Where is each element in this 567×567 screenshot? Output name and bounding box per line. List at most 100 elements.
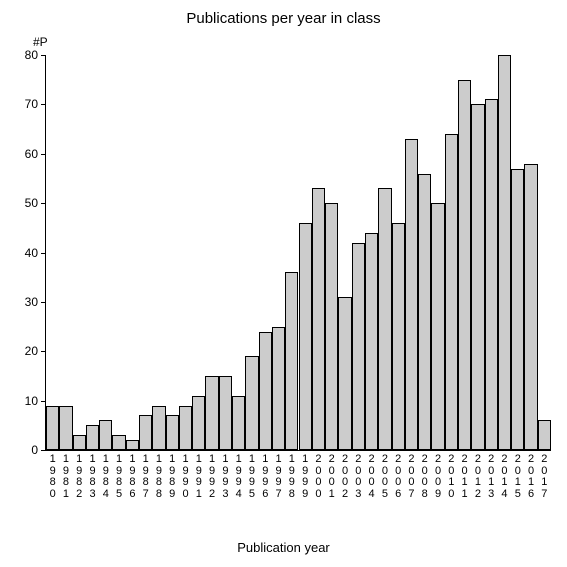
bar — [524, 164, 537, 450]
xtick-label: 1 9 9 5 — [245, 454, 258, 500]
bar — [445, 134, 458, 450]
ytick-label: 0 — [31, 443, 38, 457]
bar — [431, 203, 444, 450]
bar — [338, 297, 351, 450]
xtick-label: 1 9 9 1 — [192, 454, 205, 500]
xtick-label: 2 0 1 2 — [471, 454, 484, 500]
ytick-label: 40 — [25, 246, 38, 260]
ytick-mark — [41, 104, 46, 105]
ytick-mark — [41, 450, 46, 451]
bar — [498, 55, 511, 450]
ytick-mark — [41, 253, 46, 254]
plot-area: 010203040506070801 9 8 01 9 8 11 9 8 21 … — [45, 55, 551, 451]
xtick-label: 1 9 8 2 — [73, 454, 86, 500]
bar — [485, 99, 498, 450]
xtick-label: 2 0 1 3 — [485, 454, 498, 500]
bar — [139, 415, 152, 450]
ytick-label: 20 — [25, 344, 38, 358]
bar — [179, 406, 192, 450]
yaxis-label: #P — [33, 35, 48, 49]
xtick-label: 2 0 0 3 — [352, 454, 365, 500]
xtick-label: 2 0 0 1 — [325, 454, 338, 500]
bar — [46, 406, 59, 450]
bar — [458, 80, 471, 450]
ytick-mark — [41, 351, 46, 352]
bar — [99, 420, 112, 450]
xtick-label: 2 0 1 1 — [458, 454, 471, 500]
bar — [538, 420, 551, 450]
xtick-label: 1 9 8 9 — [166, 454, 179, 500]
xtick-label: 1 9 9 8 — [285, 454, 298, 500]
bars-group — [46, 55, 551, 450]
xtick-label: 2 0 0 0 — [312, 454, 325, 500]
bar — [152, 406, 165, 450]
ytick-label: 80 — [25, 48, 38, 62]
xtick-label: 2 0 1 4 — [498, 454, 511, 500]
xtick-label: 1 9 9 3 — [219, 454, 232, 500]
xtick-label: 2 0 0 4 — [365, 454, 378, 500]
ytick-label: 30 — [25, 295, 38, 309]
xtick-label: 2 0 0 8 — [418, 454, 431, 500]
ytick-mark — [41, 154, 46, 155]
bar — [232, 396, 245, 450]
bar — [378, 188, 391, 450]
xtick-label: 2 0 0 9 — [431, 454, 444, 500]
xtick-label: 1 9 8 5 — [112, 454, 125, 500]
bar — [365, 233, 378, 450]
bar — [86, 425, 99, 450]
bar — [192, 396, 205, 450]
bar — [73, 435, 86, 450]
xtick-label: 1 9 9 2 — [205, 454, 218, 500]
bar — [259, 332, 272, 451]
bar — [285, 272, 298, 450]
xtick-label: 1 9 9 6 — [259, 454, 272, 500]
xtick-label: 1 9 9 4 — [232, 454, 245, 500]
bar — [511, 169, 524, 450]
xaxis-title: Publication year — [0, 540, 567, 555]
bar — [418, 174, 431, 451]
bar — [405, 139, 418, 450]
xtick-label: 1 9 8 4 — [99, 454, 112, 500]
xtick-label: 2 0 1 6 — [524, 454, 537, 500]
xtick-label: 2 0 0 6 — [392, 454, 405, 500]
xtick-label: 2 0 1 7 — [538, 454, 551, 500]
xtick-label: 2 0 0 7 — [405, 454, 418, 500]
xtick-label: 1 9 9 9 — [299, 454, 312, 500]
xtick-label: 1 9 9 0 — [179, 454, 192, 500]
xtick-label: 1 9 8 7 — [139, 454, 152, 500]
xtick-label: 2 0 0 2 — [338, 454, 351, 500]
ytick-label: 10 — [25, 394, 38, 408]
bar — [471, 104, 484, 450]
bar — [312, 188, 325, 450]
bar — [299, 223, 312, 450]
bar — [59, 406, 72, 450]
ytick-mark — [41, 302, 46, 303]
xtick-label: 1 9 8 8 — [152, 454, 165, 500]
ytick-mark — [41, 55, 46, 56]
xtick-label: 2 0 1 0 — [445, 454, 458, 500]
xtick-label: 1 9 9 7 — [272, 454, 285, 500]
bar — [272, 327, 285, 450]
bar — [392, 223, 405, 450]
bar — [205, 376, 218, 450]
xtick-label: 2 0 0 5 — [378, 454, 391, 500]
ytick-label: 50 — [25, 196, 38, 210]
ytick-label: 60 — [25, 147, 38, 161]
ytick-mark — [41, 401, 46, 402]
chart-title: Publications per year in class — [0, 10, 567, 27]
xtick-label: 2 0 1 5 — [511, 454, 524, 500]
bar — [325, 203, 338, 450]
ytick-mark — [41, 203, 46, 204]
ytick-label: 70 — [25, 97, 38, 111]
chart-container: Publications per year in class #P 010203… — [0, 0, 567, 567]
bar — [219, 376, 232, 450]
bar — [126, 440, 139, 450]
bar — [352, 243, 365, 450]
bar — [245, 356, 258, 450]
bar — [166, 415, 179, 450]
xtick-label: 1 9 8 6 — [126, 454, 139, 500]
xtick-label: 1 9 8 0 — [46, 454, 59, 500]
xtick-label: 1 9 8 3 — [86, 454, 99, 500]
xtick-label: 1 9 8 1 — [59, 454, 72, 500]
bar — [112, 435, 125, 450]
